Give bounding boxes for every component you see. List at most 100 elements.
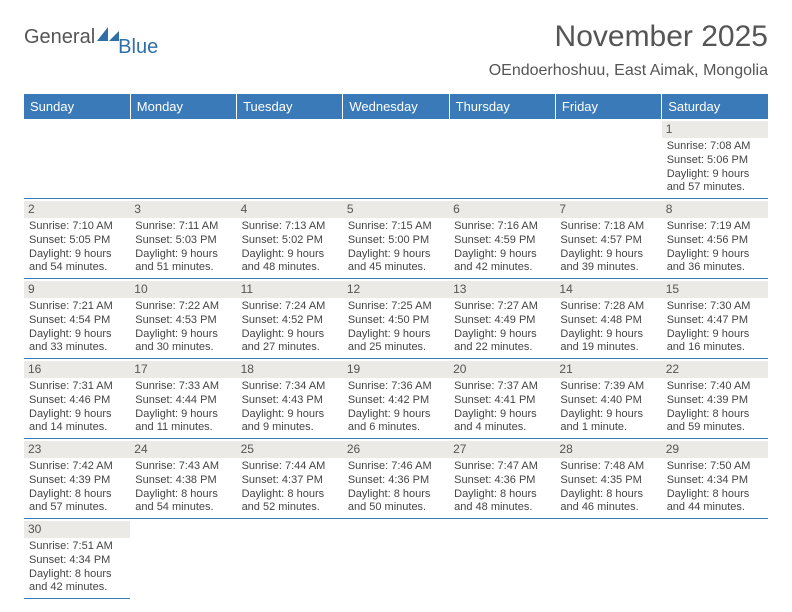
day-info: Sunrise: 7:22 AMSunset: 4:53 PMDaylight:…	[135, 300, 231, 355]
daylight-text: Daylight: 8 hours and 44 minutes.	[667, 488, 763, 516]
daylight-text: Daylight: 9 hours and 36 minutes.	[667, 248, 763, 276]
sunset-text: Sunset: 5:03 PM	[135, 234, 231, 248]
daylight-text: Daylight: 8 hours and 54 minutes.	[135, 488, 231, 516]
sunset-text: Sunset: 4:42 PM	[348, 394, 444, 408]
day-info: Sunrise: 7:11 AMSunset: 5:03 PMDaylight:…	[135, 220, 231, 275]
calendar-day-cell: 16Sunrise: 7:31 AMSunset: 4:46 PMDayligh…	[24, 359, 130, 439]
daylight-text: Daylight: 9 hours and 30 minutes.	[135, 328, 231, 356]
sunset-text: Sunset: 4:36 PM	[348, 474, 444, 488]
daylight-text: Daylight: 9 hours and 27 minutes.	[242, 328, 338, 356]
sunrise-text: Sunrise: 7:47 AM	[454, 460, 550, 474]
sunset-text: Sunset: 5:02 PM	[242, 234, 338, 248]
sunrise-text: Sunrise: 7:30 AM	[667, 300, 763, 314]
sunset-text: Sunset: 4:41 PM	[454, 394, 550, 408]
day-info: Sunrise: 7:44 AMSunset: 4:37 PMDaylight:…	[242, 460, 338, 515]
calendar-week-row: 16Sunrise: 7:31 AMSunset: 4:46 PMDayligh…	[24, 359, 768, 439]
sunset-text: Sunset: 4:36 PM	[454, 474, 550, 488]
calendar-day-cell: 14Sunrise: 7:28 AMSunset: 4:48 PMDayligh…	[555, 279, 661, 359]
calendar-day-cell: 22Sunrise: 7:40 AMSunset: 4:39 PMDayligh…	[662, 359, 768, 439]
day-info: Sunrise: 7:34 AMSunset: 4:43 PMDaylight:…	[242, 380, 338, 435]
sunrise-text: Sunrise: 7:48 AM	[560, 460, 656, 474]
sunrise-text: Sunrise: 7:25 AM	[348, 300, 444, 314]
sunrise-text: Sunrise: 7:37 AM	[454, 380, 550, 394]
calendar-day-cell: 28Sunrise: 7:48 AMSunset: 4:35 PMDayligh…	[555, 439, 661, 519]
calendar-day-cell: 10Sunrise: 7:22 AMSunset: 4:53 PMDayligh…	[130, 279, 236, 359]
day-number: 25	[237, 441, 343, 458]
day-info: Sunrise: 7:21 AMSunset: 4:54 PMDaylight:…	[29, 300, 125, 355]
sunrise-text: Sunrise: 7:13 AM	[242, 220, 338, 234]
sunrise-text: Sunrise: 7:51 AM	[29, 540, 125, 554]
location-text: OEndoerhoshuu, East Aimak, Mongolia	[489, 62, 768, 80]
daylight-text: Daylight: 8 hours and 57 minutes.	[29, 488, 125, 516]
daylight-text: Daylight: 9 hours and 42 minutes.	[454, 248, 550, 276]
day-number: 1	[662, 121, 768, 138]
calendar-day-cell: 13Sunrise: 7:27 AMSunset: 4:49 PMDayligh…	[449, 279, 555, 359]
sunrise-text: Sunrise: 7:21 AM	[29, 300, 125, 314]
day-number: 4	[237, 201, 343, 218]
sunset-text: Sunset: 4:47 PM	[667, 314, 763, 328]
day-number: 30	[24, 521, 130, 538]
calendar-empty-cell	[662, 519, 768, 599]
sunrise-text: Sunrise: 7:44 AM	[242, 460, 338, 474]
day-info: Sunrise: 7:24 AMSunset: 4:52 PMDaylight:…	[242, 300, 338, 355]
calendar-day-cell: 4 Sunrise: 7:13 AMSunset: 5:02 PMDaylight…	[237, 199, 343, 279]
day-number: 27	[449, 441, 555, 458]
sunset-text: Sunset: 4:57 PM	[560, 234, 656, 248]
calendar-week-row: 9Sunrise: 7:21 AMSunset: 4:54 PMDaylight…	[24, 279, 768, 359]
sunrise-text: Sunrise: 7:31 AM	[29, 380, 125, 394]
header: General Blue November 2025 OEndoerhoshuu…	[24, 20, 768, 80]
sunrise-text: Sunrise: 7:22 AM	[135, 300, 231, 314]
sunset-text: Sunset: 4:39 PM	[667, 394, 763, 408]
sunset-text: Sunset: 4:37 PM	[242, 474, 338, 488]
sunrise-text: Sunrise: 7:15 AM	[348, 220, 444, 234]
calendar-empty-cell	[130, 119, 236, 199]
day-number: 28	[555, 441, 661, 458]
day-info: Sunrise: 7:33 AMSunset: 4:44 PMDaylight:…	[135, 380, 231, 435]
sunrise-text: Sunrise: 7:11 AM	[135, 220, 231, 234]
day-number: 29	[662, 441, 768, 458]
day-info: Sunrise: 7:47 AMSunset: 4:36 PMDaylight:…	[454, 460, 550, 515]
daylight-text: Daylight: 8 hours and 59 minutes.	[667, 408, 763, 436]
sunset-text: Sunset: 5:05 PM	[29, 234, 125, 248]
title-block: November 2025 OEndoerhoshuu, East Aimak,…	[489, 20, 768, 80]
day-info: Sunrise: 7:16 AMSunset: 4:59 PMDaylight:…	[454, 220, 550, 275]
day-info: Sunrise: 7:43 AMSunset: 4:38 PMDaylight:…	[135, 460, 231, 515]
day-number: 19	[343, 361, 449, 378]
daylight-text: Daylight: 8 hours and 42 minutes.	[29, 568, 125, 596]
calendar-day-cell: 24Sunrise: 7:43 AMSunset: 4:38 PMDayligh…	[130, 439, 236, 519]
daylight-text: Daylight: 9 hours and 48 minutes.	[242, 248, 338, 276]
sunset-text: Sunset: 4:59 PM	[454, 234, 550, 248]
day-number: 20	[449, 361, 555, 378]
day-info: Sunrise: 7:30 AMSunset: 4:47 PMDaylight:…	[667, 300, 763, 355]
calendar-day-cell: 12Sunrise: 7:25 AMSunset: 4:50 PMDayligh…	[343, 279, 449, 359]
day-header: Sunday	[24, 94, 130, 119]
day-number: 6	[449, 201, 555, 218]
sunrise-text: Sunrise: 7:27 AM	[454, 300, 550, 314]
daylight-text: Daylight: 8 hours and 52 minutes.	[242, 488, 338, 516]
day-number: 18	[237, 361, 343, 378]
daylight-text: Daylight: 8 hours and 48 minutes.	[454, 488, 550, 516]
day-number: 13	[449, 281, 555, 298]
sunrise-text: Sunrise: 7:33 AM	[135, 380, 231, 394]
sunrise-text: Sunrise: 7:39 AM	[560, 380, 656, 394]
daylight-text: Daylight: 9 hours and 11 minutes.	[135, 408, 231, 436]
daylight-text: Daylight: 9 hours and 14 minutes.	[29, 408, 125, 436]
sunset-text: Sunset: 4:43 PM	[242, 394, 338, 408]
day-info: Sunrise: 7:10 AMSunset: 5:05 PMDaylight:…	[29, 220, 125, 275]
day-info: Sunrise: 7:39 AMSunset: 4:40 PMDaylight:…	[560, 380, 656, 435]
calendar-day-cell: 7Sunrise: 7:18 AMSunset: 4:57 PMDaylight…	[555, 199, 661, 279]
day-info: Sunrise: 7:31 AMSunset: 4:46 PMDaylight:…	[29, 380, 125, 435]
sunrise-text: Sunrise: 7:16 AM	[454, 220, 550, 234]
day-header: Tuesday	[237, 94, 343, 119]
daylight-text: Daylight: 9 hours and 6 minutes.	[348, 408, 444, 436]
day-info: Sunrise: 7:50 AMSunset: 4:34 PMDaylight:…	[667, 460, 763, 515]
sunrise-text: Sunrise: 7:19 AM	[667, 220, 763, 234]
day-info: Sunrise: 7:36 AMSunset: 4:42 PMDaylight:…	[348, 380, 444, 435]
sunrise-text: Sunrise: 7:24 AM	[242, 300, 338, 314]
sunrise-text: Sunrise: 7:42 AM	[29, 460, 125, 474]
daylight-text: Daylight: 8 hours and 46 minutes.	[560, 488, 656, 516]
day-header: Friday	[555, 94, 661, 119]
sunset-text: Sunset: 4:48 PM	[560, 314, 656, 328]
sunrise-text: Sunrise: 7:34 AM	[242, 380, 338, 394]
daylight-text: Daylight: 9 hours and 16 minutes.	[667, 328, 763, 356]
